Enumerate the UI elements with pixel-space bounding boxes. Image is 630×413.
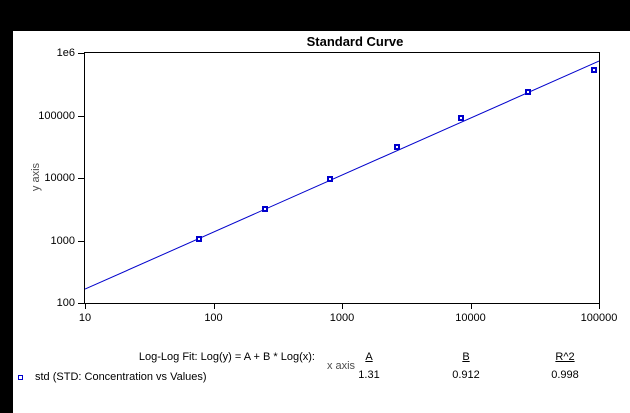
column-header-r2: R^2	[555, 351, 575, 363]
data-point-marker	[327, 175, 334, 182]
plot-area: 100 1000 10000 100000 1e6 10 100 1000 10000 10000…	[38, 47, 617, 324]
legend-label: std (STD: Concentration vs Values)	[35, 371, 207, 383]
column-header-b: B	[462, 351, 470, 363]
fit-value-a: 1.31	[358, 369, 380, 381]
x-axis-label: x axis	[326, 360, 356, 372]
fit-value-r2: 0.998	[551, 369, 579, 381]
fit-value-b: 0.912	[452, 369, 480, 381]
x-tick-mark	[470, 303, 472, 309]
y-tick-label: 1000	[50, 234, 75, 247]
y-tick-label: 1e6	[56, 47, 75, 59]
y-tick-label: 100000	[38, 109, 75, 122]
x-tick-mark	[342, 303, 343, 309]
data-point-marker	[590, 66, 597, 73]
y-tick-label: 100	[56, 297, 75, 309]
data-point-marker	[457, 115, 464, 122]
x-tick-label: 10000	[455, 312, 486, 324]
plot-canvas: Standard Curve 100 1000 10000 100000 1e6 10 10…	[13, 31, 630, 413]
y-tick-mark	[78, 178, 85, 179]
y-tick-mark	[78, 240, 85, 242]
x-tick-mark	[85, 303, 86, 309]
data-point-marker	[261, 205, 268, 212]
chart-title: Standard Curve	[306, 34, 404, 49]
x-tick-label: 1000	[329, 312, 355, 324]
fit-line-svg	[84, 60, 600, 290]
x-tick-label: 100	[204, 312, 223, 324]
legend-marker-icon	[18, 375, 23, 380]
data-point-marker	[394, 144, 401, 151]
y-tick-mark	[78, 115, 85, 117]
x-tick-mark	[599, 303, 600, 309]
y-tick-label: 10000	[44, 172, 75, 184]
y-axis-label: y axis	[30, 162, 42, 192]
fit-line	[84, 60, 600, 290]
y-tick-mark	[78, 303, 85, 304]
x-tick-label: 100000	[580, 312, 618, 324]
fit-equation-label: Log-Log Fit: Log(y) = A + B * Log(x):	[138, 351, 315, 363]
data-point-marker	[524, 88, 531, 95]
data-point-marker	[195, 236, 202, 243]
column-header-a: A	[365, 351, 373, 363]
x-tick-label: 10	[78, 312, 92, 324]
x-tick-mark	[213, 303, 215, 309]
y-tick-mark	[78, 53, 85, 54]
